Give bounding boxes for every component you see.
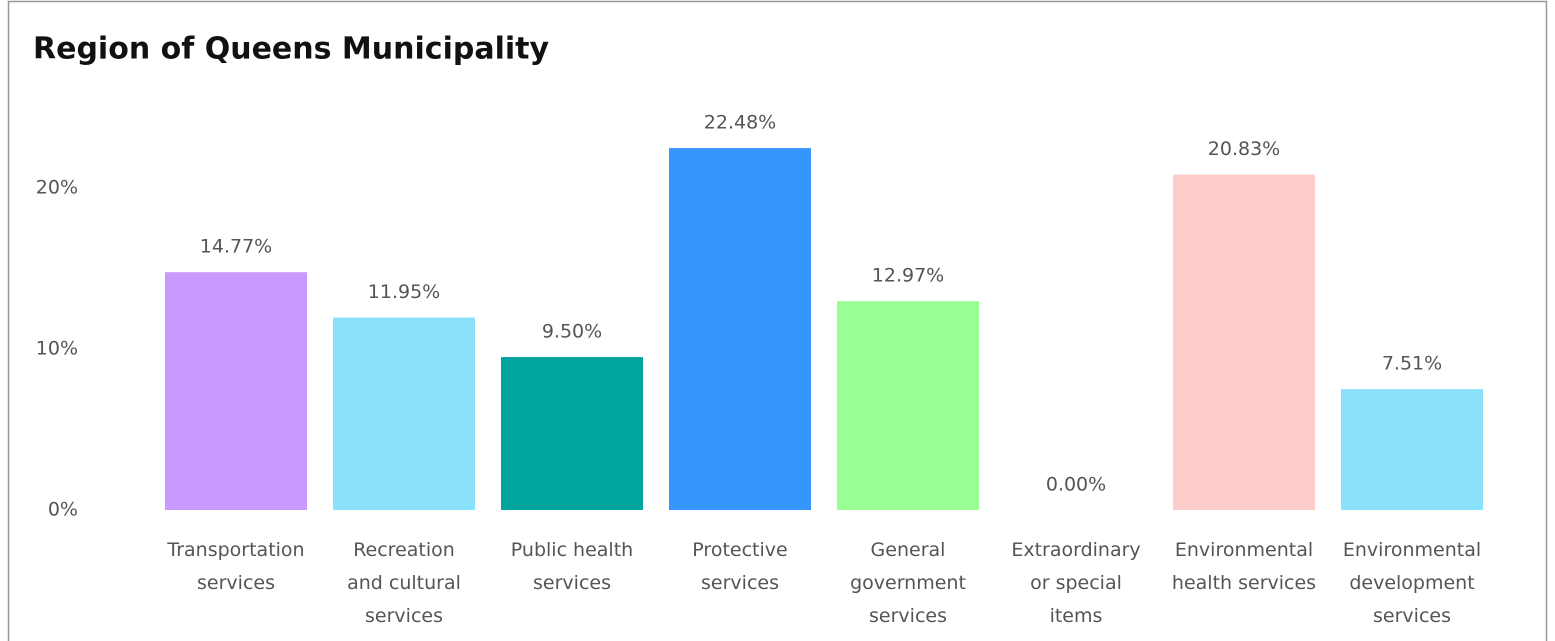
- bar: [1341, 389, 1483, 510]
- bar: [837, 301, 979, 510]
- bar: [333, 317, 475, 510]
- x-tick-label: Environmental health services: [1171, 539, 1317, 594]
- frame: [7, 0, 1548, 641]
- value-label: 11.95%: [368, 281, 440, 303]
- value-label: 12.97%: [872, 265, 944, 287]
- x-tick-label: Transportation services: [167, 539, 305, 594]
- bar: [501, 357, 643, 510]
- value-label: 9.50%: [542, 321, 602, 343]
- x-tick-label: Extraordinary or special items: [1011, 539, 1141, 627]
- x-tick-label: Environmental development services: [1342, 539, 1482, 627]
- value-label: 20.83%: [1208, 138, 1280, 160]
- value-label: 0.00%: [1046, 474, 1106, 496]
- value-label: 14.77%: [200, 236, 272, 258]
- y-tick-label: 20%: [36, 177, 78, 199]
- bar: [165, 272, 307, 510]
- chart-title: Region of Queens Municipality: [33, 32, 549, 67]
- value-label: 7.51%: [1382, 353, 1442, 375]
- value-label: 22.48%: [704, 112, 776, 134]
- bar: [669, 148, 811, 510]
- x-tick-label: Public health services: [510, 539, 634, 594]
- x-tick-label: General government services: [850, 539, 966, 627]
- y-tick-label: 0%: [48, 499, 78, 521]
- y-tick-label: 10%: [36, 338, 78, 360]
- x-tick-label: Recreation and cultural services: [347, 539, 461, 627]
- x-tick-label: Protective services: [692, 539, 788, 594]
- bar: [1173, 174, 1315, 510]
